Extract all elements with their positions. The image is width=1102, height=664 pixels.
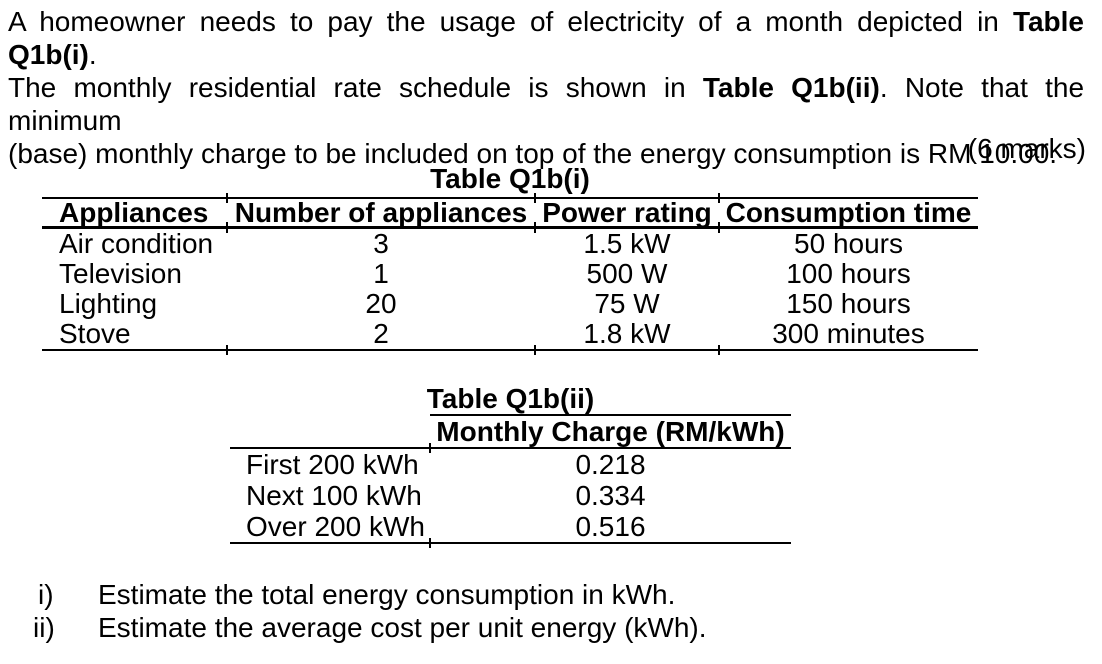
col-header-appliances: Appliances: [42, 197, 227, 229]
consumption-time: 100 hours: [786, 258, 911, 289]
table-q1bi: Table Q1b(i) Appliances Number of applia…: [42, 162, 978, 355]
table-header-row: Appliances Number of appliances Power ra…: [42, 194, 978, 234]
col-header-monthly-charge: Monthly Charge (RM/kWh): [436, 416, 785, 447]
col-header-consumption-time: Consumption time: [718, 194, 978, 234]
table-q1bii: Table Q1b(ii) Monthly Charge (RM/kWh) Fi…: [230, 383, 791, 548]
question-intro-paragraph: A homeowner needs to pay the usage of el…: [8, 5, 1084, 170]
rate-tier-label: First 200 kWh: [246, 449, 419, 480]
marks-label: (6 marks): [967, 133, 1086, 164]
paragraph-line-1-end: .: [88, 39, 97, 70]
power-rating: 75 W: [594, 288, 660, 319]
rate-value: 0.334: [575, 480, 646, 511]
power-rating: 1.8 kW: [534, 319, 719, 355]
rate-tier-label: Over 200 kWh: [246, 511, 425, 542]
consumption-time: 300 minutes: [718, 319, 978, 355]
table-q1bi-title: Table Q1b(i): [430, 163, 590, 194]
question-ii: ii) Estimate the average cost per unit e…: [0, 613, 1102, 644]
question-i: i) Estimate the total energy consumption…: [0, 580, 1102, 611]
appliance-name: Television: [59, 258, 182, 289]
rate-table-body: First 200 kWh 0.218 Next 100 kWh 0.334 O…: [230, 449, 791, 548]
rate-value: 0.218: [575, 449, 646, 480]
paragraph-line-1: A homeowner needs to pay the usage of el…: [8, 5, 1084, 71]
appliance-name: Air condition: [59, 228, 214, 259]
paragraph-line-1-text: A homeowner needs to pay the usage of el…: [8, 6, 1013, 37]
paragraph-line-2-end: . Note that the minimum: [8, 72, 1085, 136]
table-row: Air condition 3 1.5 kW 50 hours: [42, 228, 978, 260]
power-rating: 1.5 kW: [583, 228, 671, 259]
table-row: Television 1 500 W 100 hours: [42, 259, 978, 289]
table-q1bii-title: Table Q1b(ii): [426, 383, 595, 414]
appliance-count: 2: [226, 319, 535, 355]
rate-row: Over 200 kWh 0.516: [230, 511, 791, 542]
question-i-text: Estimate the total energy consumption in…: [98, 579, 676, 610]
table-q1bii-title-rule: [430, 414, 791, 416]
paragraph-line-3: (base) monthly charge to be included on …: [8, 138, 1058, 169]
rate-row: First 200 kWh 0.218: [230, 449, 791, 480]
table-q1bii-reference: Table Q1b(ii): [702, 72, 880, 103]
appliance-count: 1: [373, 258, 389, 289]
question-ii-text: Estimate the average cost per unit energ…: [98, 612, 707, 643]
appliance-count: 20: [365, 288, 397, 319]
table-q1bi-reference: Table Q1b(i): [8, 6, 1084, 70]
consumption-time: 50 hours: [794, 228, 903, 259]
rate-table-header-row: Monthly Charge (RM/kWh): [230, 416, 791, 453]
paragraph-line-2: The monthly residential rate schedule is…: [8, 71, 1084, 137]
col-header-number-of-appliances: Number of appliances: [226, 194, 535, 234]
power-rating: 500 W: [586, 258, 668, 289]
question-i-marker: i): [38, 579, 54, 610]
paragraph-line-2-text: The monthly residential rate schedule is…: [8, 72, 703, 103]
appliance-count: 3: [373, 228, 389, 259]
rate-value: 0.516: [575, 511, 646, 542]
appliance-name: Stove: [42, 319, 227, 351]
appliance-name: Lighting: [59, 288, 158, 319]
consumption-time: 150 hours: [786, 288, 911, 319]
rate-row: Next 100 kWh 0.334: [230, 480, 791, 511]
col-header-power-rating: Power rating: [534, 194, 719, 234]
table-row: Stove 2 1.8 kW 300 minutes: [42, 319, 978, 355]
question-ii-marker: ii): [33, 612, 55, 643]
rate-tier-label: Next 100 kWh: [246, 480, 422, 511]
table-row: Lighting 20 75 W 150 hours: [42, 289, 978, 319]
appliances-table: Appliances Number of appliances Power ra…: [42, 194, 978, 355]
